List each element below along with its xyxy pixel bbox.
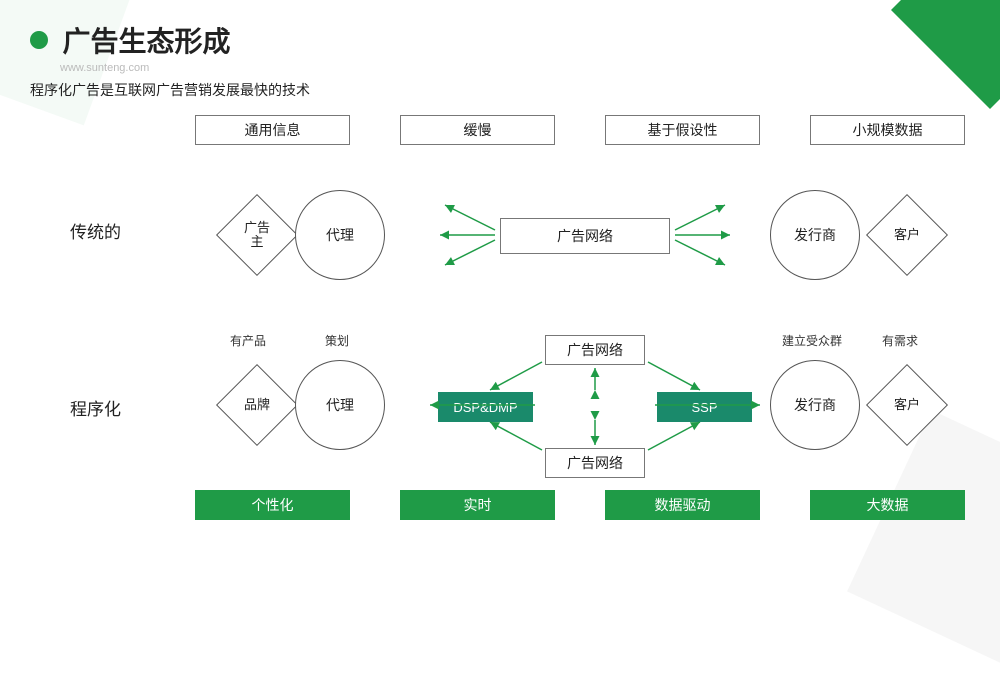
- arrows-layer: [0, 0, 1000, 563]
- top-category-box: 基于假设性: [605, 115, 760, 145]
- box-ssp: SSP: [657, 392, 752, 422]
- diamond-customer-traditional: 客户: [872, 200, 942, 270]
- diamond-customer-programmatic: 客户: [872, 370, 942, 440]
- diagram-stage: 通用信息缓慢基于假设性小规模数据个性化实时数据驱动大数据传统的程序化广告主代理广…: [0, 0, 1000, 563]
- small-label: 有需求: [882, 332, 918, 349]
- diamond-customer-traditional-label: 客户: [894, 228, 920, 242]
- arrow: [675, 240, 725, 265]
- box-ad-network-bottom: 广告网络: [545, 448, 645, 478]
- circle-agent-programmatic: 代理: [295, 360, 385, 450]
- bottom-category-box: 个性化: [195, 490, 350, 520]
- arrow: [490, 422, 542, 450]
- row-label-programmatic: 程序化: [70, 395, 121, 420]
- arrow: [445, 240, 495, 265]
- small-label: 策划: [325, 332, 349, 349]
- circle-publisher-programmatic: 发行商: [770, 360, 860, 450]
- bottom-category-box: 数据驱动: [605, 490, 760, 520]
- arrow: [675, 205, 725, 230]
- bottom-category-box: 实时: [400, 490, 555, 520]
- diamond-advertiser-label: 广告主: [244, 221, 270, 250]
- box-dsp-dmp: DSP&DMP: [438, 392, 533, 422]
- diamond-brand-label: 品牌: [244, 398, 270, 412]
- top-category-box: 通用信息: [195, 115, 350, 145]
- arrow: [490, 362, 542, 390]
- box-ad-network-traditional: 广告网络: [500, 218, 670, 254]
- diamond-advertiser: 广告主: [222, 200, 292, 270]
- circle-agent-traditional: 代理: [295, 190, 385, 280]
- bottom-category-box: 大数据: [810, 490, 965, 520]
- box-ad-network-top: 广告网络: [545, 335, 645, 365]
- top-category-box: 小规模数据: [810, 115, 965, 145]
- small-label: 有产品: [230, 332, 266, 349]
- row-label-traditional: 传统的: [70, 218, 121, 243]
- small-label: 建立受众群: [782, 332, 842, 349]
- diamond-brand: 品牌: [222, 370, 292, 440]
- arrow: [648, 422, 700, 450]
- arrow: [648, 362, 700, 390]
- diamond-customer-programmatic-label: 客户: [894, 398, 920, 412]
- arrow: [445, 205, 495, 230]
- top-category-box: 缓慢: [400, 115, 555, 145]
- circle-publisher-traditional: 发行商: [770, 190, 860, 280]
